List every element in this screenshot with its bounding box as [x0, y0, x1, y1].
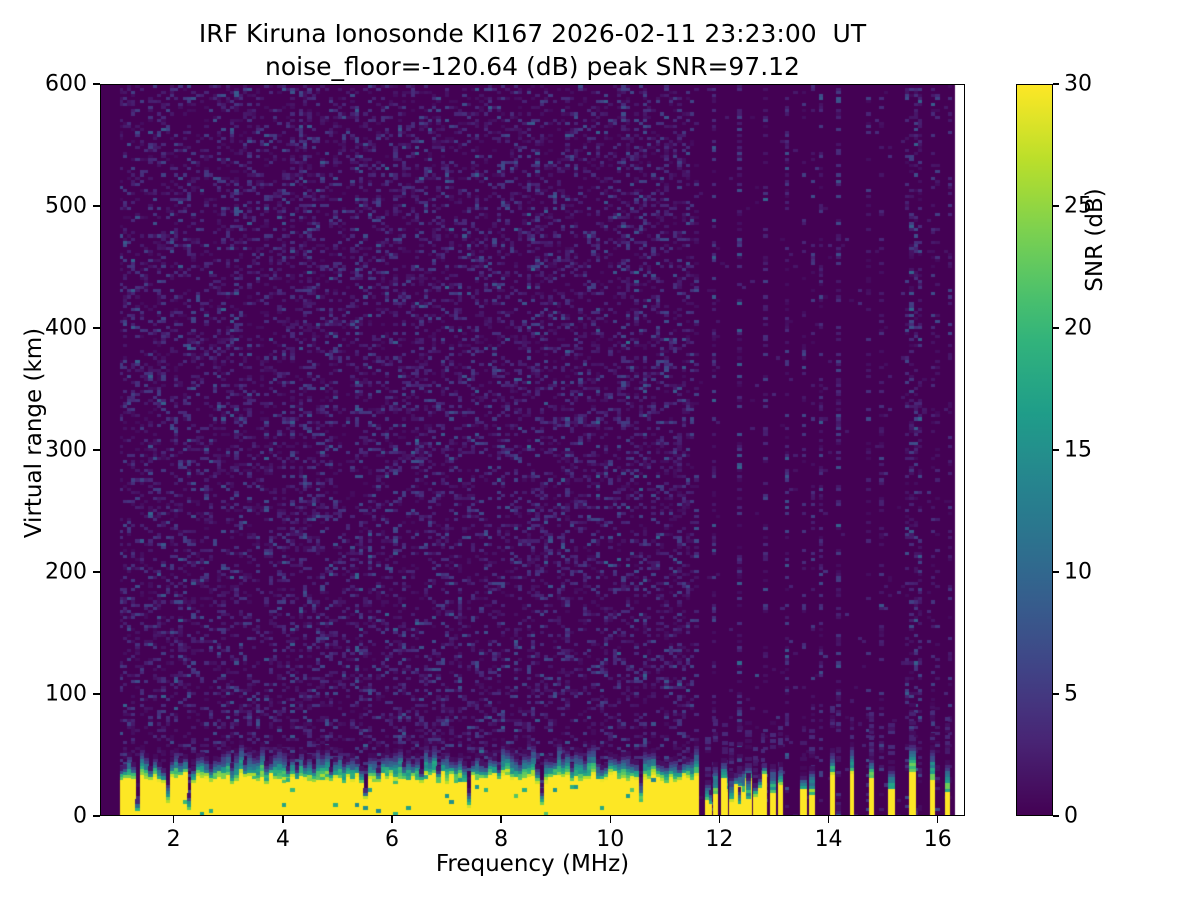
x-tick-label: 4 — [275, 827, 290, 852]
y-tick-label: 400 — [45, 315, 87, 341]
y-tick-mark — [93, 693, 100, 695]
colorbar-tick-label: 10 — [1064, 559, 1092, 585]
y-tick-label: 200 — [45, 559, 87, 585]
colorbar-tick-mark — [1053, 449, 1059, 451]
colorbar-tick-mark — [1053, 327, 1059, 329]
ionogram-heatmap — [101, 85, 964, 815]
y-tick-label: 300 — [45, 437, 87, 463]
colorbar: 0 5 10 15 20 25 30 — [1016, 72, 1092, 829]
colorbar-tick-label: 0 — [1064, 803, 1078, 829]
colorbar-tick-mark — [1053, 83, 1059, 85]
colorbar-tick-mark — [1053, 815, 1059, 817]
y-tick-label: 500 — [45, 193, 87, 219]
colorbar-tick-mark — [1053, 571, 1059, 573]
y-tick-label: 600 — [45, 71, 87, 97]
colorbar-title: SNR (dB) — [1082, 188, 1108, 292]
x-tick-mark — [391, 816, 393, 823]
x-tick-mark — [718, 816, 721, 823]
colorbar-tick-label: 20 — [1064, 315, 1092, 341]
x-tick-label: 8 — [494, 827, 509, 852]
x-tick-label: 12 — [705, 827, 734, 852]
figure-title: IRF Kiruna Ionosonde KI167 2026-02-11 23… — [0, 18, 1065, 83]
x-tick-mark — [282, 816, 284, 823]
colorbar-tick-label: 15 — [1064, 437, 1092, 463]
x-tick-label: 6 — [384, 827, 399, 852]
x-tick-label: 14 — [814, 827, 843, 852]
y-tick-mark — [93, 571, 100, 573]
x-tick-mark — [609, 816, 611, 823]
title-line-1: IRF Kiruna Ionosonde KI167 2026-02-11 23… — [198, 19, 867, 48]
x-axis-title: Frequency (MHz) — [435, 851, 630, 877]
y-tick-mark — [93, 449, 100, 451]
plot-axes — [100, 84, 965, 816]
y-tick-mark — [93, 205, 100, 207]
colorbar-gradient — [1016, 84, 1053, 816]
x-tick-mark — [827, 816, 830, 823]
y-tick-label: 0 — [73, 803, 87, 829]
x-tick-label: 10 — [596, 827, 625, 852]
x-tick-label: 16 — [923, 827, 952, 852]
x-tick-mark — [937, 816, 939, 823]
y-axis-title: Virtual range (km) — [21, 327, 47, 539]
x-tick-mark — [172, 816, 175, 823]
x-tick-label: 2 — [166, 827, 181, 852]
x-tick-mark — [500, 816, 502, 823]
colorbar-tick-mark — [1053, 693, 1059, 695]
colorbar-tick-label: 5 — [1064, 681, 1078, 707]
y-tick-mark — [93, 815, 100, 817]
y-tick-mark — [93, 327, 100, 329]
colorbar-tick-label: 30 — [1064, 71, 1092, 97]
y-tick-mark — [93, 83, 100, 85]
title-line-2: noise_floor=-120.64 (dB) peak SNR=97.12 — [265, 51, 800, 81]
colorbar-tick-mark — [1053, 205, 1059, 207]
y-tick-label: 100 — [45, 681, 87, 707]
colorbar-tick-label: 25 — [1064, 193, 1092, 219]
